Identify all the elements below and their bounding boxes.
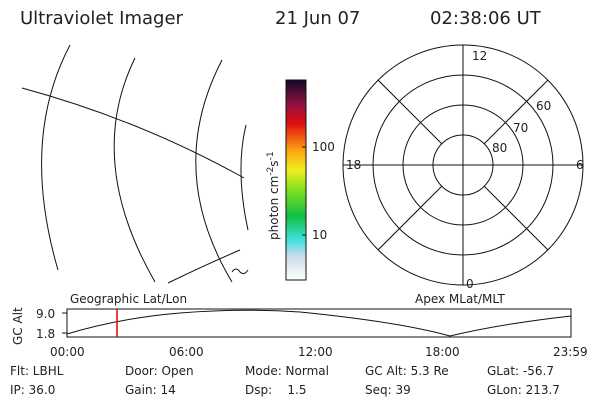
mlt-label: 12	[472, 49, 487, 63]
y-tick-label: 1.8	[36, 327, 55, 341]
status-field: Gain: 14	[125, 383, 176, 397]
status-field: GLon: 213.7	[487, 383, 560, 397]
colorbar-tick: 100	[312, 140, 335, 154]
status-field: Flt: LBHL	[10, 364, 64, 378]
status-field: GLat: -56.7	[487, 364, 554, 378]
header: Ultraviolet Imager 21 Jun 07 02:38:06 UT	[20, 8, 542, 29]
y-axis-label: GC Alt	[11, 307, 25, 345]
colorbar: 100 10 photon cm-2s-1	[266, 79, 335, 281]
mlat-label: 80	[492, 141, 507, 155]
date: 21 Jun 07	[275, 8, 360, 29]
x-tick-label: 00:00	[50, 345, 85, 359]
polar-grid: 12 6 0 18 60 70 80	[342, 44, 584, 291]
mlt-label: 6	[576, 158, 584, 172]
x-tick-label: 23:59	[553, 345, 588, 359]
mlat-label: 70	[513, 121, 528, 135]
color-scale	[285, 79, 307, 281]
map-grid	[21, 44, 249, 284]
left-label: Geographic Lat/Lon	[70, 292, 187, 306]
alt-plot: Geographic Lat/Lon Apex MLat/MLT GC Alt …	[11, 292, 588, 359]
mlt-label: 0	[466, 277, 474, 291]
status-field: Door: Open	[125, 364, 194, 378]
x-tick-label: 06:00	[169, 345, 204, 359]
x-tick-label: 18:00	[425, 345, 460, 359]
mlat-label: 60	[536, 99, 551, 113]
status-field: Mode: Normal	[245, 364, 329, 378]
time: 02:38:06 UT	[430, 8, 542, 29]
title: Ultraviolet Imager	[20, 8, 184, 29]
status: Flt: LBHL Door: Open Mode: Normal GC Alt: 5…	[10, 364, 560, 397]
colorbar-tick: 10	[312, 228, 327, 242]
y-tick-label: 9.0	[36, 307, 55, 321]
right-label: Apex MLat/MLT	[415, 292, 505, 306]
status-field: IP: 36.0	[10, 383, 55, 397]
status-field: Seq: 39	[365, 383, 411, 397]
status-field: Dsp: 1.5	[245, 383, 307, 397]
status-field: GC Alt: 5.3 Re	[365, 364, 449, 378]
mlt-label: 18	[346, 158, 361, 172]
colorbar-unit: photon cm-2s-1	[266, 151, 281, 240]
x-tick-label: 12:00	[298, 345, 333, 359]
